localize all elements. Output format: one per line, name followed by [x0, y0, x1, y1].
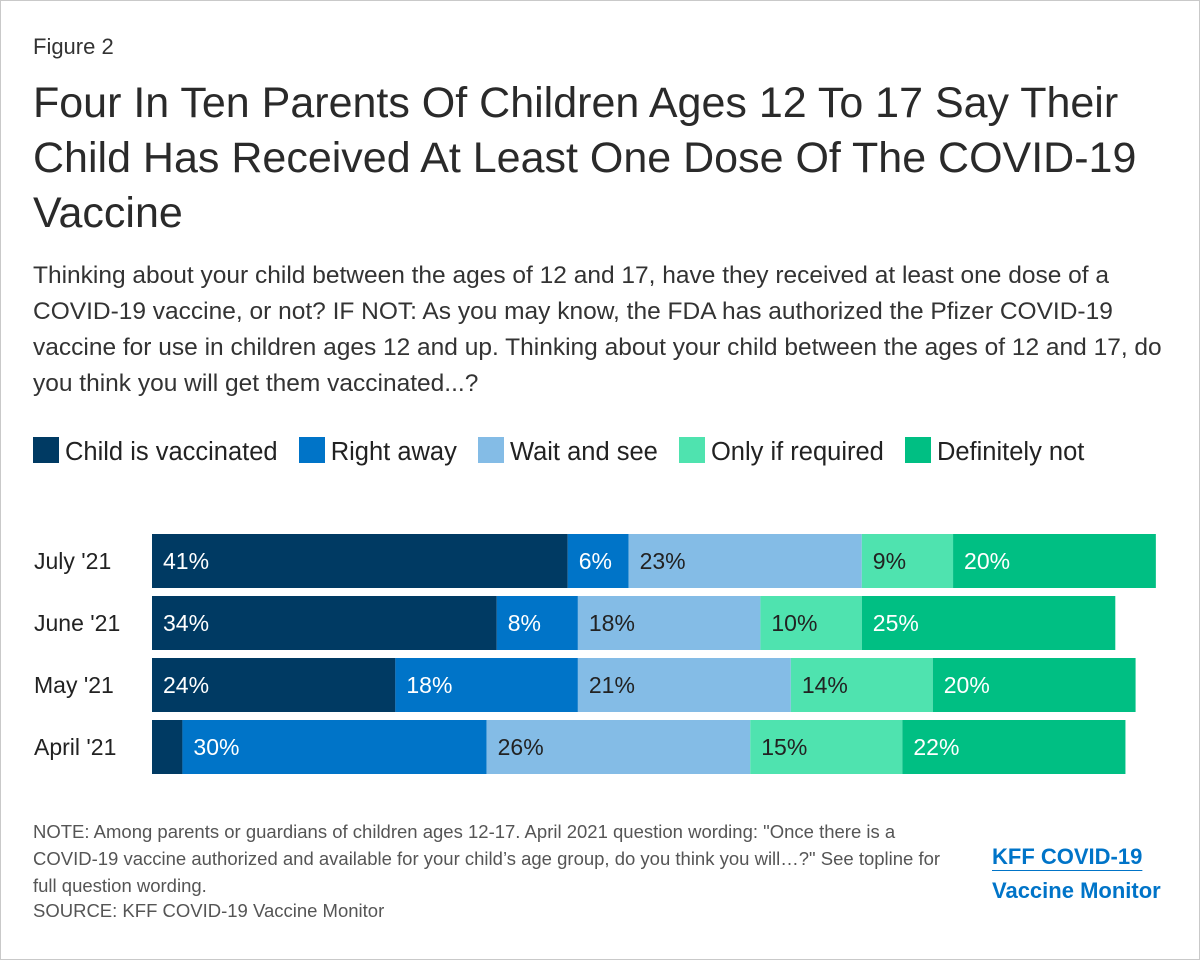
bar-value-label: 18%: [589, 610, 635, 636]
bar-value-label: 9%: [873, 548, 906, 574]
legend-label: Child is vaccinated: [65, 438, 278, 466]
legend-swatch: [904, 437, 931, 463]
bar-segment: [932, 658, 1136, 712]
row-label: July '21: [34, 548, 111, 574]
legend-swatch: [298, 437, 325, 463]
legend-swatch: [678, 437, 705, 463]
bar-value-label: 20%: [964, 548, 1010, 574]
bar-segment: [861, 596, 1116, 650]
bar-segment: [577, 596, 761, 650]
bar-value-label: 10%: [771, 610, 817, 636]
row-label: April '21: [34, 734, 116, 760]
row-label: May '21: [34, 672, 114, 698]
legend-item: Wait and see: [477, 437, 658, 466]
brand-line-2: Vaccine Monitor: [992, 878, 1161, 903]
chart-title: Four In Ten Parents Of Children Ages 12 …: [33, 79, 1137, 237]
brand-line-1: KFF COVID-19: [992, 844, 1143, 869]
bar-value-label: 15%: [761, 734, 807, 760]
bar-segment: [152, 534, 568, 588]
legend-label: Definitely not: [936, 438, 1085, 466]
kff-brand-logo[interactable]: KFF COVID-19 Vaccine Monitor: [992, 840, 1161, 908]
bar-value-label: 18%: [406, 672, 452, 698]
bar-segment: [182, 720, 487, 774]
legend-label: Only if required: [710, 438, 884, 466]
bar-segment: [395, 658, 578, 712]
row-label: June '21: [34, 610, 120, 636]
legend-label: Wait and see: [509, 438, 658, 466]
bar-value-label: 14%: [802, 672, 848, 698]
bar-value-label: 34%: [163, 610, 209, 636]
chart-subtitle: Thinking about your child between the ag…: [33, 262, 1162, 397]
legend-swatch: [477, 437, 504, 463]
bar-segment: [790, 658, 933, 712]
bar-value-label: 41%: [163, 548, 209, 574]
bar-value-label: 20%: [944, 672, 990, 698]
stacked-bar-chart: July '21 41% 6% 23% 9% 20% June '21 34% 8% 18% 10%…: [34, 534, 1156, 774]
legend-item: Definitely not: [904, 437, 1085, 466]
bar-segment: [902, 720, 1126, 774]
bar-segment: [577, 658, 791, 712]
bar-segment: [496, 596, 578, 650]
bar-value-label: 25%: [873, 610, 919, 636]
legend-label: Right away: [330, 438, 457, 466]
bar-segment: [953, 534, 1156, 588]
bar-value-label: 24%: [163, 672, 209, 698]
bar-segment: [861, 534, 954, 588]
bar-value-label: 26%: [498, 734, 544, 760]
legend-item: Child is vaccinated: [33, 437, 278, 466]
bar-segment: [750, 720, 903, 774]
chart-source: SOURCE: KFF COVID-19 Vaccine Monitor: [33, 900, 385, 921]
figure-label: Figure 2: [33, 34, 114, 59]
bar-segment: [760, 596, 862, 650]
chart-note: NOTE: Among parents or guardians of chil…: [33, 821, 941, 896]
bar-value-label: 6%: [579, 548, 612, 574]
bar-segment: [152, 720, 183, 774]
bar-value-label: 23%: [640, 548, 686, 574]
bar-value-label: 21%: [589, 672, 635, 698]
bar-segment: [486, 720, 751, 774]
bar-value-label: 8%: [508, 610, 541, 636]
legend-item: Right away: [298, 437, 457, 466]
bar-segment: [628, 534, 862, 588]
bar-value-label: 22%: [913, 734, 959, 760]
legend-item: Only if required: [678, 437, 884, 466]
bar-segment: [152, 658, 396, 712]
bar-value-label: 30%: [193, 734, 239, 760]
legend-swatch: [33, 437, 59, 463]
chart-legend: Child is vaccinated Right away Wait and …: [33, 433, 1158, 471]
bar-segment: [152, 596, 497, 650]
bar-segment: [567, 534, 629, 588]
